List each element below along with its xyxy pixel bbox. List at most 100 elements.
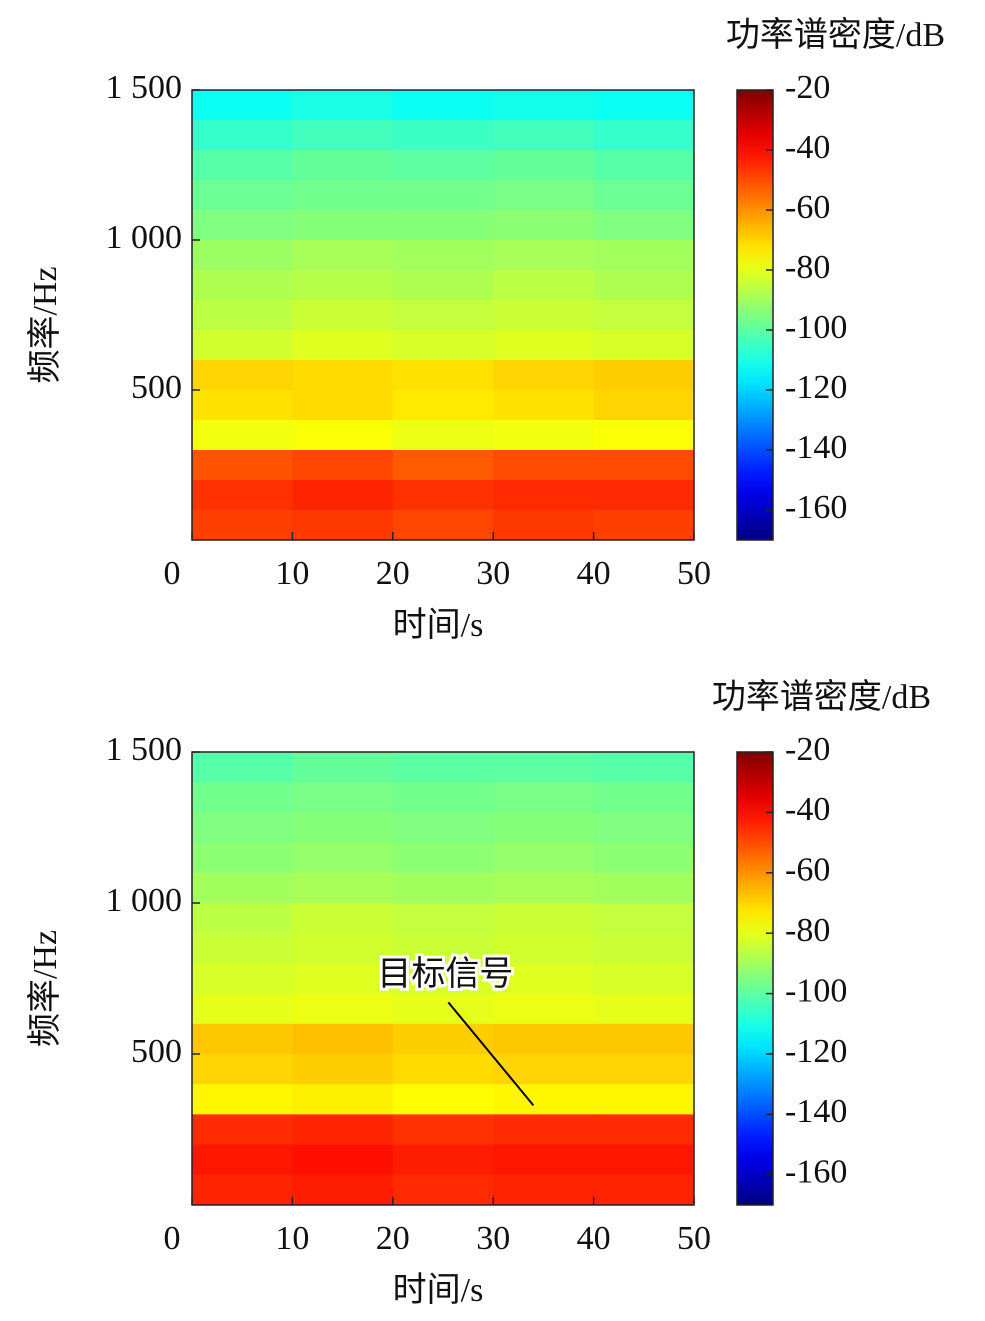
heatmap-cell xyxy=(392,1054,494,1085)
heatmap-cell xyxy=(493,963,595,995)
annotation-text: 目标信号 xyxy=(377,955,513,993)
heatmap-cell xyxy=(593,420,695,451)
heatmap-cell xyxy=(292,510,394,541)
colorbar-tick-label: -140 xyxy=(785,429,847,466)
heatmap-cell xyxy=(493,1054,595,1085)
heatmap-cell xyxy=(292,480,394,511)
colorbar-tick-label: -160 xyxy=(785,489,847,526)
heatmap-cell xyxy=(292,1144,394,1176)
heatmap-cell xyxy=(593,120,695,151)
x-tick-label: 10 xyxy=(275,1220,309,1257)
heatmap-cell xyxy=(292,903,394,934)
x-tick-label: 50 xyxy=(677,555,711,592)
x-axis-label: 时间/s xyxy=(393,1272,484,1309)
heatmap-cell xyxy=(192,993,293,1025)
x-tick-label: 50 xyxy=(677,1220,711,1257)
heatmap-cell xyxy=(593,963,695,995)
plot-frame xyxy=(191,751,695,1206)
heatmap-cell xyxy=(292,120,394,151)
heatmap-cell xyxy=(593,240,695,271)
heatmap-cell xyxy=(493,1174,595,1206)
heatmap-cell xyxy=(593,1023,695,1055)
x-tick-label: 20 xyxy=(376,555,410,592)
plot-frame xyxy=(191,89,695,541)
heatmap-cell xyxy=(292,993,394,1025)
heatmap-cell xyxy=(392,480,494,511)
heatmap-cell xyxy=(392,812,494,844)
heatmap-cell xyxy=(493,1084,595,1115)
heatmap-cell xyxy=(192,90,293,121)
heatmap-cell xyxy=(392,270,494,301)
colorbar-tick-label: -60 xyxy=(785,189,830,226)
heatmap-cell xyxy=(593,993,695,1025)
x-tick-label: 40 xyxy=(577,555,611,592)
heatmap-cell xyxy=(593,180,695,211)
heatmap-cell xyxy=(493,330,595,361)
heatmap-cell xyxy=(292,812,394,844)
heatmap-cell xyxy=(493,360,595,391)
heatmap-cell xyxy=(493,120,595,151)
heatmap-cell xyxy=(392,90,494,121)
y-tick-label: 1 000 xyxy=(106,219,183,256)
heatmap-cell xyxy=(593,782,695,813)
heatmap-cell xyxy=(392,752,494,783)
heatmap-cell xyxy=(392,360,494,391)
heatmap-cell xyxy=(392,240,494,271)
x-tick-label: 0 xyxy=(164,555,181,592)
heatmap-cell xyxy=(192,903,293,934)
heatmap-cell xyxy=(192,1023,293,1055)
heatmap-cell xyxy=(192,240,293,271)
y-axis-label: 频率/Hz xyxy=(26,930,64,1047)
heatmap-cell xyxy=(493,872,595,904)
heatmap-cell xyxy=(192,963,293,995)
heatmap-cell xyxy=(593,903,695,934)
heatmap-cell xyxy=(392,1023,494,1055)
heatmap-cell xyxy=(292,150,394,181)
heatmap-cell xyxy=(192,1174,293,1206)
heatmap-cell xyxy=(493,90,595,121)
heatmap-cell xyxy=(593,330,695,361)
heatmap-cell xyxy=(192,1144,293,1176)
heatmap-cell xyxy=(493,1144,595,1176)
heatmap-cell xyxy=(392,872,494,904)
heatmap-cell xyxy=(292,842,394,874)
heatmap-cell xyxy=(593,872,695,904)
heatmap-cell xyxy=(192,210,293,241)
heatmap-cell xyxy=(192,1114,293,1146)
colorbar-tick-label: -120 xyxy=(785,1033,847,1070)
heatmap-cell xyxy=(292,963,394,995)
heatmap-cell xyxy=(593,150,695,181)
heatmap-cell xyxy=(593,933,695,964)
y-tick-label: 1 000 xyxy=(106,882,183,919)
heatmap-cell xyxy=(593,210,695,241)
heatmap-cell xyxy=(593,1144,695,1176)
colorbar-title: 功率谱密度/dB xyxy=(726,16,945,54)
heatmap-cell xyxy=(593,1114,695,1146)
heatmap-cell xyxy=(292,1023,394,1055)
colorbar-tick-label: -160 xyxy=(785,1154,847,1191)
heatmap-cell xyxy=(493,1114,595,1146)
heatmap-cell xyxy=(493,390,595,421)
heatmap-cell xyxy=(292,330,394,361)
heatmap-cell xyxy=(392,390,494,421)
heatmap-cell xyxy=(392,330,494,361)
heatmap-cell xyxy=(593,510,695,541)
heatmap-cell xyxy=(493,180,595,211)
heatmap-cell xyxy=(192,120,293,151)
heatmap-cell xyxy=(493,782,595,813)
x-tick-label: 20 xyxy=(376,1220,410,1257)
heatmap-cell xyxy=(192,300,293,331)
heatmap-cell xyxy=(392,842,494,874)
heatmap-cell xyxy=(292,270,394,301)
colorbar-tick-label: -40 xyxy=(785,791,830,828)
heatmap-cell xyxy=(392,120,494,151)
heatmap-cell xyxy=(292,240,394,271)
heatmap-cell xyxy=(192,360,293,391)
heatmap-cell xyxy=(192,480,293,511)
heatmap-cell xyxy=(292,1084,394,1115)
x-tick-label: 0 xyxy=(164,1220,181,1257)
heatmap-cell xyxy=(593,1054,695,1085)
heatmap-cell xyxy=(192,872,293,904)
heatmap-cell xyxy=(292,782,394,813)
x-tick-label: 10 xyxy=(275,555,309,592)
